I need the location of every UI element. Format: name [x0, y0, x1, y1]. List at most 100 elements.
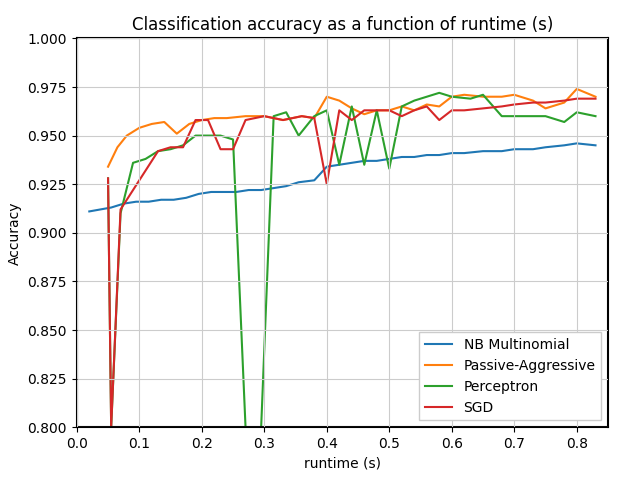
SGD: [141, 168, 149, 173]
Perceptron: [154, 148, 162, 154]
SGD: [360, 108, 368, 113]
SGD: [479, 106, 487, 111]
Perceptron: [257, 424, 265, 430]
SGD: [348, 117, 356, 123]
NB Multinomial: [498, 148, 506, 154]
Passive-Aggressive: [529, 98, 537, 104]
NB Multinomial: [561, 143, 568, 148]
Passive-Aggressive: [335, 98, 343, 104]
Perceptron: [541, 113, 549, 119]
NB Multinomial: [282, 183, 290, 189]
Perceptron: [529, 113, 537, 119]
Passive-Aggressive: [410, 108, 418, 113]
NB Multinomial: [479, 148, 487, 154]
Line: NB Multinomial: NB Multinomial: [90, 144, 595, 211]
Title: Classification accuracy as a function of runtime (s): Classification accuracy as a function of…: [132, 16, 553, 34]
NB Multinomial: [323, 164, 331, 169]
Passive-Aggressive: [310, 115, 318, 121]
SGD: [398, 113, 406, 119]
SGD: [448, 108, 456, 113]
NB Multinomial: [170, 197, 177, 203]
SGD: [423, 104, 431, 109]
SGD: [279, 117, 287, 123]
Perceptron: [561, 119, 568, 125]
NB Multinomial: [511, 146, 518, 152]
Passive-Aggressive: [348, 106, 356, 111]
Perceptron: [108, 424, 115, 430]
NB Multinomial: [108, 204, 115, 210]
Line: Passive-Aggressive: Passive-Aggressive: [108, 89, 595, 167]
Passive-Aggressive: [123, 133, 131, 139]
SGD: [166, 144, 174, 150]
NB Multinomial: [373, 158, 381, 164]
Passive-Aggressive: [511, 92, 518, 97]
Perceptron: [467, 96, 474, 102]
SGD: [323, 181, 331, 187]
SGD: [260, 113, 268, 119]
Perceptron: [435, 90, 443, 96]
SGD: [154, 148, 162, 154]
Perceptron: [511, 113, 518, 119]
SGD: [229, 146, 237, 152]
SGD: [116, 206, 124, 212]
SGD: [561, 98, 568, 104]
SGD: [310, 115, 318, 121]
Passive-Aggressive: [591, 94, 599, 100]
Passive-Aggressive: [423, 102, 431, 108]
Passive-Aggressive: [323, 94, 331, 100]
NB Multinomial: [348, 160, 356, 166]
Perceptron: [166, 146, 174, 152]
NB Multinomial: [220, 189, 227, 195]
Passive-Aggressive: [113, 144, 121, 150]
SGD: [511, 102, 518, 108]
Passive-Aggressive: [448, 94, 456, 100]
NB Multinomial: [448, 150, 456, 156]
Perceptron: [335, 162, 343, 168]
X-axis label: runtime (s): runtime (s): [304, 456, 381, 470]
SGD: [108, 424, 115, 430]
Perceptron: [498, 113, 506, 119]
NB Multinomial: [385, 156, 393, 162]
Perceptron: [129, 160, 137, 166]
Perceptron: [229, 137, 237, 143]
Perceptron: [448, 94, 456, 100]
SGD: [204, 117, 212, 123]
Passive-Aggressive: [460, 92, 468, 97]
Perceptron: [573, 109, 580, 115]
Passive-Aggressive: [186, 121, 193, 127]
NB Multinomial: [245, 187, 253, 193]
NB Multinomial: [132, 199, 140, 204]
Perceptron: [479, 92, 487, 97]
Passive-Aggressive: [223, 115, 230, 121]
NB Multinomial: [310, 178, 318, 183]
SGD: [460, 108, 468, 113]
Passive-Aggressive: [398, 104, 406, 109]
NB Multinomial: [157, 197, 165, 203]
Passive-Aggressive: [435, 104, 443, 109]
Perceptron: [295, 133, 303, 139]
NB Multinomial: [423, 152, 431, 158]
Perceptron: [179, 143, 187, 148]
Passive-Aggressive: [385, 108, 393, 113]
Perceptron: [310, 113, 318, 119]
Passive-Aggressive: [161, 119, 168, 125]
NB Multinomial: [541, 144, 549, 150]
Perceptron: [348, 104, 356, 109]
Perceptron: [217, 133, 225, 139]
SGD: [129, 187, 137, 193]
SGD: [192, 117, 200, 123]
Perceptron: [192, 133, 200, 139]
Perceptron: [270, 113, 278, 119]
SGD: [385, 108, 393, 113]
Passive-Aggressive: [198, 117, 205, 123]
Perceptron: [385, 166, 393, 171]
Line: SGD: SGD: [108, 99, 595, 427]
SGD: [104, 176, 112, 181]
Perceptron: [398, 104, 406, 109]
NB Multinomial: [207, 189, 215, 195]
Perceptron: [141, 156, 149, 162]
NB Multinomial: [398, 154, 406, 160]
NB Multinomial: [270, 185, 278, 191]
SGD: [242, 117, 250, 123]
Perceptron: [242, 424, 250, 430]
